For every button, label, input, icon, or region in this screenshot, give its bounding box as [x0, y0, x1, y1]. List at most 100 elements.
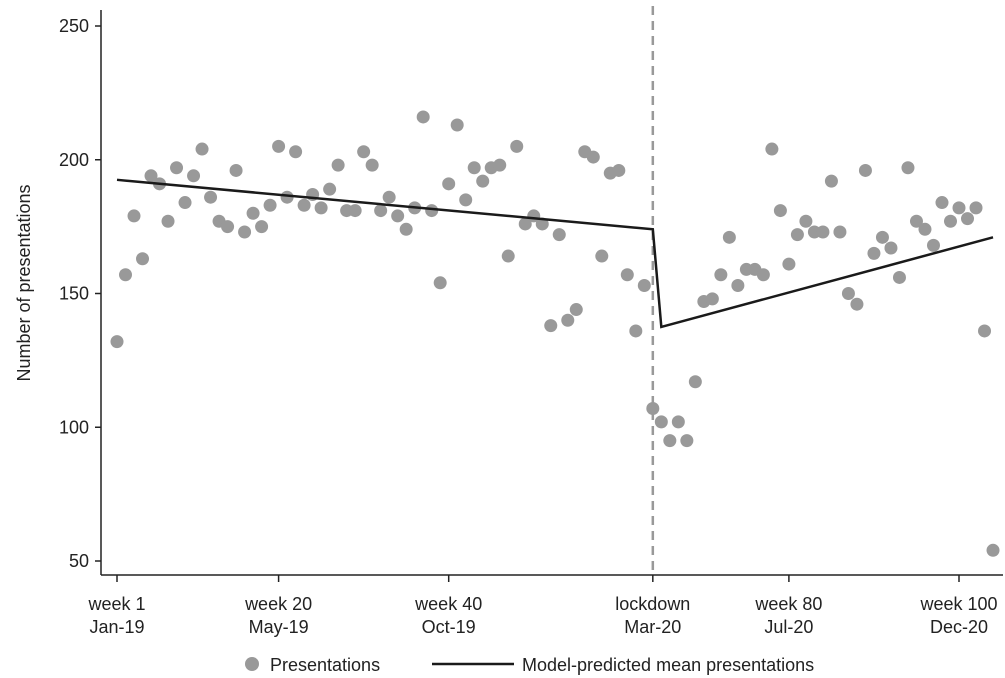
presentation-point: [799, 214, 813, 228]
legend-points-swatch: [245, 657, 259, 671]
presentation-point: [629, 324, 643, 338]
presentation-point: [195, 142, 209, 156]
presentation-point: [646, 402, 660, 416]
presentation-point: [586, 150, 600, 164]
presentation-point: [637, 278, 651, 292]
presentation-point: [450, 118, 464, 132]
presentation-point: [909, 214, 923, 228]
presentation-point: [765, 142, 779, 156]
presentation-point: [612, 163, 626, 177]
presentation-point: [595, 249, 609, 263]
presentation-point: [289, 145, 303, 159]
presentation-point: [892, 270, 906, 284]
y-tick-label: 250: [59, 16, 89, 36]
presentation-point: [858, 163, 872, 177]
presentation-point: [178, 196, 192, 210]
presentation-point: [416, 110, 430, 124]
presentation-point: [382, 190, 396, 204]
x-tick-sublabel: Jul-20: [764, 617, 813, 637]
presentation-point: [255, 220, 269, 234]
presentation-point: [501, 249, 515, 263]
x-tick-label: week 20: [244, 594, 312, 614]
x-tick-label: lockdown: [615, 594, 690, 614]
x-tick-sublabel: Jan-19: [89, 617, 144, 637]
presentation-point: [119, 268, 133, 282]
presentation-point: [493, 158, 507, 172]
presentation-point: [144, 169, 158, 183]
x-tick-sublabel: Mar-20: [624, 617, 681, 637]
presentation-point: [459, 193, 473, 207]
presentation-point: [433, 276, 447, 290]
presentation-point: [374, 204, 388, 218]
x-tick-sublabel: Oct-19: [422, 617, 476, 637]
presentation-point: [467, 161, 481, 175]
presentation-point: [833, 225, 847, 239]
presentation-point: [518, 217, 532, 231]
presentation-point: [731, 278, 745, 292]
presentation-point: [272, 139, 286, 153]
presentation-point: [705, 292, 719, 306]
presentation-point: [425, 204, 439, 218]
presentation-point: [229, 163, 243, 177]
legend-presentations-label: Presentations: [270, 655, 380, 675]
presentation-point: [331, 158, 345, 172]
presentation-point: [620, 268, 634, 282]
presentation-point: [663, 434, 677, 448]
x-tick-label: week 40: [414, 594, 482, 614]
y-tick-label: 200: [59, 150, 89, 170]
presentation-point: [816, 225, 830, 239]
presentation-point: [824, 174, 838, 188]
presentation-point: [875, 230, 889, 244]
presentations-points: [110, 110, 1000, 557]
presentation-point: [782, 257, 796, 271]
presentation-point: [569, 303, 583, 317]
presentation-point: [297, 198, 311, 212]
presentation-point: [544, 319, 558, 333]
presentation-point: [884, 241, 898, 255]
presentation-point: [170, 161, 184, 175]
y-axis-title: Number of presentations: [14, 184, 34, 381]
presentation-point: [161, 214, 175, 228]
x-tick-label: week 100: [919, 594, 997, 614]
presentation-point: [136, 252, 150, 266]
presentation-point: [246, 206, 260, 220]
presentation-point: [476, 174, 490, 188]
presentation-point: [722, 230, 736, 244]
presentation-point: [552, 228, 566, 242]
presentation-point: [688, 375, 702, 389]
presentation-point: [110, 335, 124, 349]
presentation-point: [790, 228, 804, 242]
tick-labels: 50 100 150 200 250 week 1 Jan-19 week 20 May-19 w…: [59, 16, 998, 637]
presentation-point: [978, 324, 992, 338]
presentation-point: [399, 222, 413, 236]
presentation-point: [943, 214, 957, 228]
axes: [100, 10, 1003, 576]
presentation-point: [204, 190, 218, 204]
y-tick-label: 100: [59, 417, 89, 437]
presentation-point: [850, 297, 864, 311]
presentation-point: [323, 182, 337, 196]
presentation-point: [127, 209, 141, 223]
presentation-point: [391, 209, 405, 223]
presentation-point: [348, 204, 362, 218]
presentation-point: [867, 246, 881, 260]
presentation-point: [671, 415, 685, 429]
presentation-point: [680, 434, 694, 448]
x-tick-label: week 80: [754, 594, 822, 614]
presentation-point: [263, 198, 277, 212]
presentation-point: [442, 177, 456, 191]
presentation-point: [535, 217, 549, 231]
presentation-point: [187, 169, 201, 183]
presentation-point: [773, 204, 787, 218]
presentation-point: [654, 415, 668, 429]
y-tick-label: 150: [59, 284, 89, 304]
presentation-point: [561, 313, 575, 327]
presentation-point: [357, 145, 371, 159]
model-predicted-line: [116, 178, 994, 329]
presentation-point: [314, 201, 328, 215]
presentation-point: [986, 543, 1000, 557]
presentation-point: [918, 222, 932, 236]
presentation-point: [714, 268, 728, 282]
